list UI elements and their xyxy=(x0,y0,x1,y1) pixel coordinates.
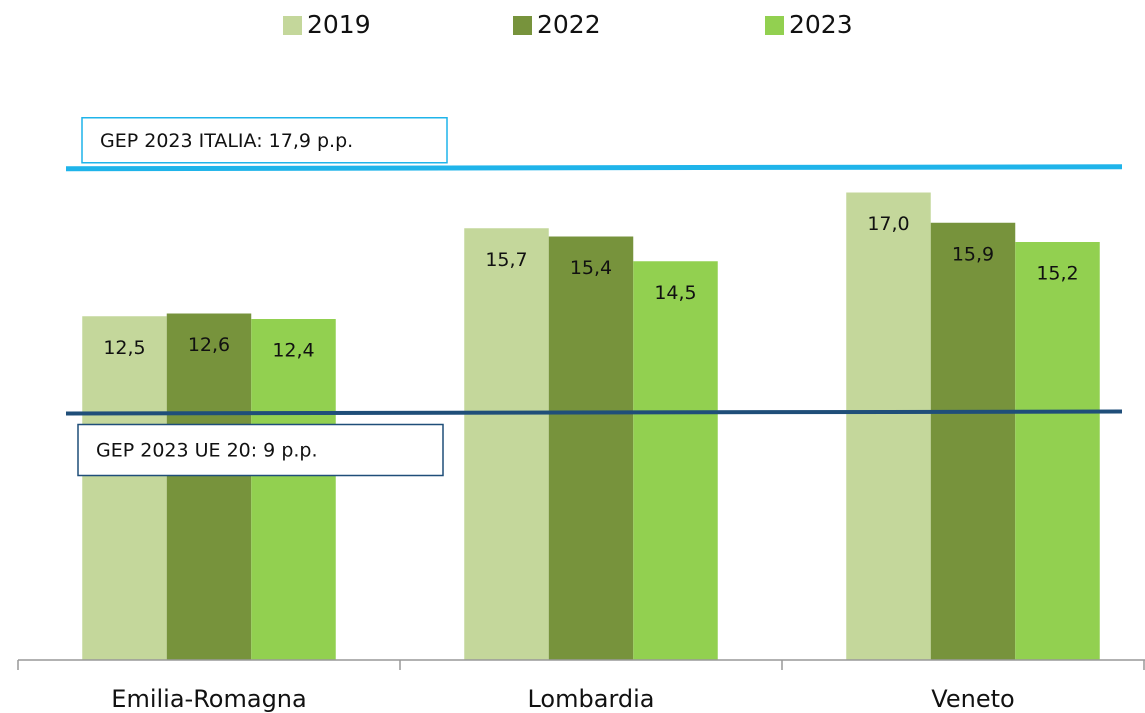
value-label: 12,4 xyxy=(272,340,314,362)
bar xyxy=(82,316,167,660)
legend-swatch xyxy=(513,16,532,35)
x-tick-label: Emilia-Romagna xyxy=(111,685,306,713)
value-label: 14,5 xyxy=(654,282,696,304)
legend-label: 2023 xyxy=(789,10,853,39)
bar xyxy=(1015,242,1100,660)
value-label: 15,2 xyxy=(1036,263,1078,285)
legend-label: 2022 xyxy=(537,10,601,39)
reference-line xyxy=(65,164,1123,172)
bar xyxy=(464,228,549,660)
bar xyxy=(166,313,252,660)
bar xyxy=(633,261,718,660)
reference-label: GEP 2023 UE 20: 9 p.p. xyxy=(96,440,318,462)
bar xyxy=(548,236,634,660)
bar xyxy=(251,319,336,660)
reference-label: GEP 2023 ITALIA: 17,9 p.p. xyxy=(100,130,353,152)
value-label: 17,0 xyxy=(867,213,909,235)
legend-swatch xyxy=(283,16,302,35)
value-label: 15,9 xyxy=(952,243,994,265)
value-label: 15,7 xyxy=(485,249,527,271)
value-label: 15,4 xyxy=(570,257,612,279)
bar xyxy=(930,222,1016,660)
legend-label: 2019 xyxy=(307,10,371,39)
bar xyxy=(846,192,931,660)
x-tick-label: Veneto xyxy=(931,685,1014,713)
value-label: 12,6 xyxy=(188,334,230,356)
legend-swatch xyxy=(765,16,784,35)
x-tick-label: Lombardia xyxy=(527,685,654,713)
reference-label-box xyxy=(81,117,448,164)
reference-label-box xyxy=(77,423,444,477)
reference-line xyxy=(65,409,1123,416)
value-label: 12,5 xyxy=(103,337,145,359)
